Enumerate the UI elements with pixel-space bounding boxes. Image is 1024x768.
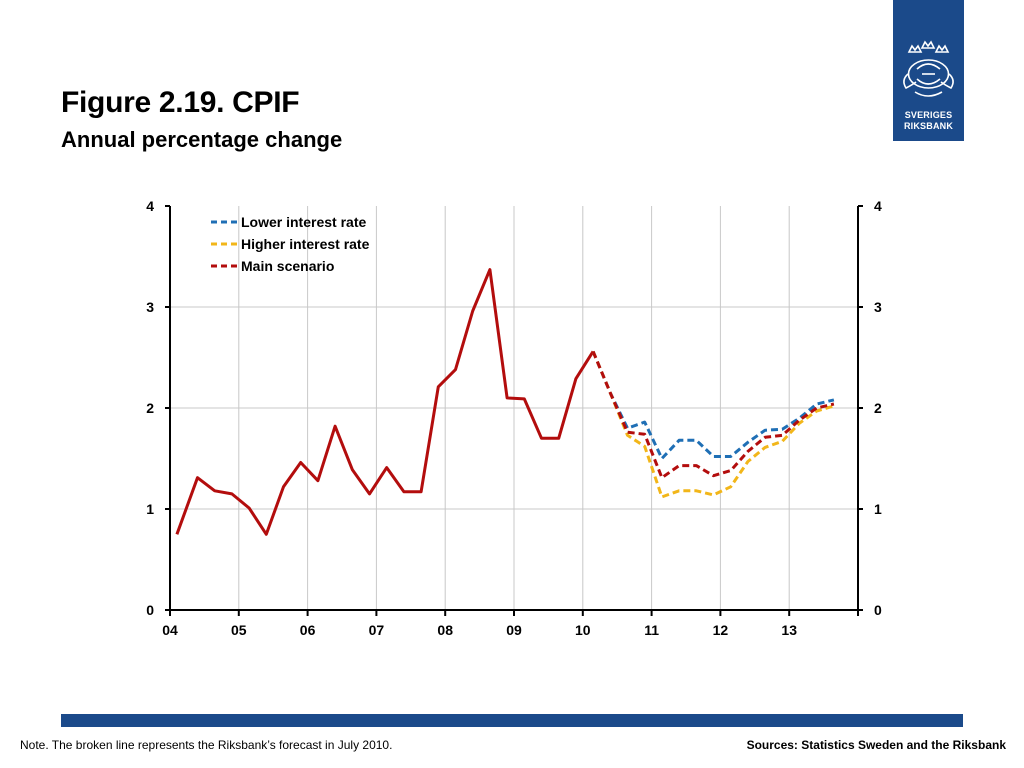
legend-label: Lower interest rate	[241, 214, 366, 230]
footnote: Note. The broken line represents the Rik…	[20, 738, 393, 752]
x-tick-label: 12	[713, 622, 729, 638]
x-tick-label: 08	[437, 622, 453, 638]
figure-title: Figure 2.19. CPIF	[61, 86, 300, 119]
y-tick-label-right: 1	[874, 501, 882, 517]
y-tick-label-right: 2	[874, 400, 882, 416]
y-tick-label-left: 0	[146, 602, 154, 618]
figure-subtitle: Annual percentage change	[61, 127, 343, 152]
x-tick-label: 07	[369, 622, 385, 638]
riksbank-crest-icon	[903, 40, 954, 97]
x-tick-label: 09	[506, 622, 522, 638]
y-tick-label-left: 2	[146, 400, 154, 416]
y-tick-label-left: 1	[146, 501, 154, 517]
forecast-line-lower-interest-rate	[591, 350, 835, 460]
logo-line1: SVERIGES	[904, 110, 953, 120]
legend-label: Main scenario	[241, 258, 334, 274]
x-tick-label: 11	[644, 622, 659, 638]
x-tick-label: 04	[162, 622, 178, 638]
x-tick-label: 10	[575, 622, 591, 638]
riksbank-logo: SVERIGES RIKSBANK	[893, 0, 964, 141]
y-tick-label-right: 3	[874, 299, 882, 315]
forecast-line-main-scenario	[591, 350, 835, 480]
legend-label: Higher interest rate	[241, 236, 370, 252]
forecast-line-higher-interest-rate	[591, 350, 835, 499]
logo-line2: RIKSBANK	[903, 121, 954, 131]
y-tick-label-right: 0	[874, 602, 882, 618]
x-tick-label: 13	[781, 622, 797, 638]
sources: Sources: Statistics Sweden and the Riksb…	[746, 738, 1006, 752]
x-tick-label: 05	[231, 622, 247, 638]
x-tick-label: 06	[300, 622, 316, 638]
outcome-line-main-scenario	[175, 268, 595, 536]
y-tick-label-right: 4	[874, 198, 882, 214]
footer-bar	[61, 714, 963, 727]
y-tick-label-left: 4	[146, 198, 154, 214]
y-tick-label-left: 3	[146, 299, 154, 315]
